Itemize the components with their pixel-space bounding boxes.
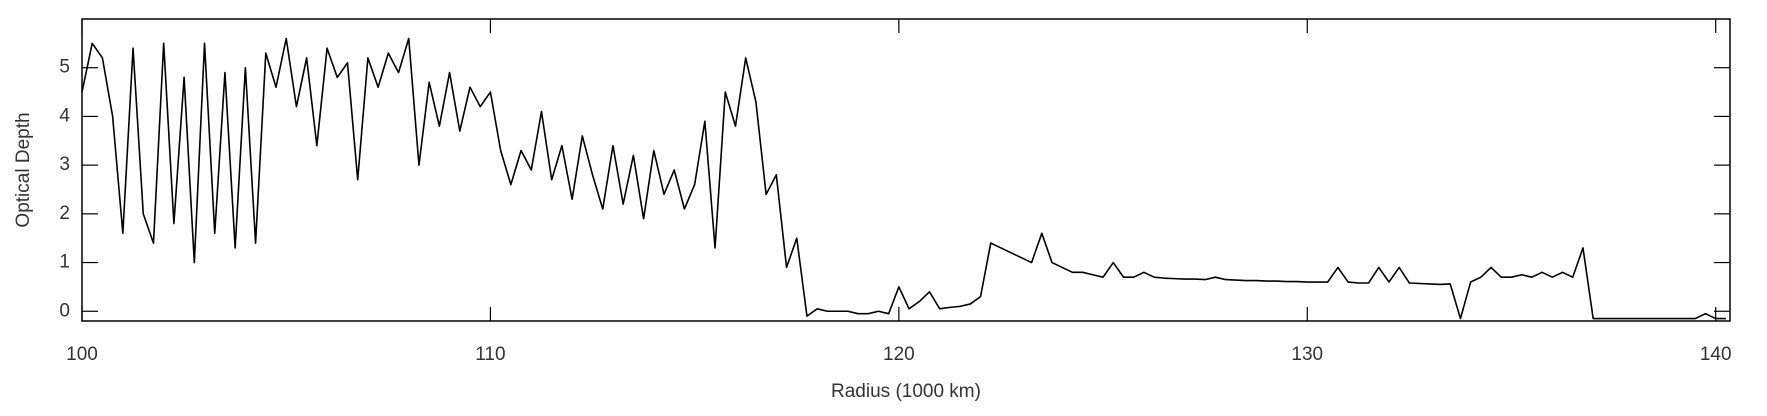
y-axis-title: Optical Depth: [13, 112, 34, 227]
x-tick-label: 140: [1700, 344, 1732, 365]
x-axis-title: Radius (1000 km): [831, 381, 981, 402]
y-tick-label: 2: [59, 203, 70, 224]
x-tick-label: 110: [475, 344, 505, 365]
plot-frame: [81, 18, 1731, 322]
y-tick-label: 3: [59, 154, 70, 175]
y-tick-label: 1: [59, 252, 70, 273]
y-tick-label: 4: [59, 105, 70, 126]
x-tick-label: 130: [1291, 344, 1323, 365]
data-line: [81, 37, 1726, 320]
x-tick-label: 120: [883, 344, 915, 365]
x-tick-label: 100: [66, 344, 98, 365]
y-tick-label: 5: [59, 57, 70, 78]
y-tick-label: 0: [59, 300, 70, 321]
